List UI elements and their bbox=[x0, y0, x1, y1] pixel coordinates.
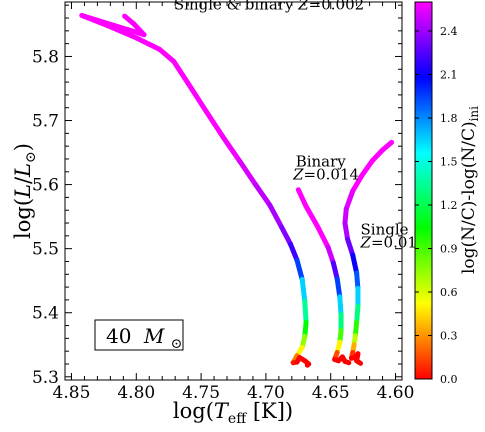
annotation-1: Binary bbox=[296, 153, 347, 171]
track-series bbox=[79, 12, 395, 368]
track-segment bbox=[334, 276, 343, 300]
track-segment bbox=[171, 59, 191, 86]
svg-text:40 M ⊙: 40 M ⊙ bbox=[106, 324, 182, 352]
y-tick-label: 5.7 bbox=[32, 112, 59, 132]
track-segment bbox=[337, 294, 344, 318]
y-tick-label: 5.3 bbox=[32, 368, 59, 388]
y-tick-label: 5.4 bbox=[32, 304, 59, 324]
colorbar-tick-label: 2.4 bbox=[440, 25, 458, 38]
annotation-4: Z=0.014 bbox=[360, 233, 427, 251]
track-segment bbox=[354, 270, 361, 291]
mass-unit: M bbox=[143, 324, 165, 348]
track-segment bbox=[359, 158, 375, 179]
track-segment bbox=[304, 361, 312, 368]
colorbar-tick-label: 0.6 bbox=[440, 286, 458, 299]
colorbar-tick-label: 0.0 bbox=[440, 373, 458, 386]
y-tick-label: 5.5 bbox=[32, 240, 59, 260]
x-tick-label: 4.75 bbox=[182, 383, 220, 403]
y-axis-ticks: 5.3 5.4 5.5 5.6 5.7 5.8 bbox=[32, 4, 402, 388]
track-segment bbox=[203, 109, 226, 140]
track-segment bbox=[185, 80, 209, 115]
x-tick-label: 4.85 bbox=[53, 383, 91, 403]
colorbar-tick-label: 0.3 bbox=[440, 330, 458, 343]
y-tick-label: 5.8 bbox=[32, 47, 59, 67]
track-segment bbox=[330, 260, 340, 282]
track-segment bbox=[157, 46, 177, 65]
mass-label-box: 40 M ⊙ bbox=[94, 319, 184, 352]
colorbar-ticks: 0.0 0.3 0.6 0.9 1.2 1.5 1.8 2.1 2.4 bbox=[415, 25, 458, 386]
track-segment bbox=[220, 134, 243, 165]
colorbar-tick-label: 1.8 bbox=[440, 112, 458, 125]
series-2 bbox=[342, 139, 395, 366]
annotation-3: Single bbox=[361, 221, 409, 239]
mass-value: 40 bbox=[106, 324, 131, 348]
colorbar-tick-label: 2.1 bbox=[440, 69, 458, 82]
x-tick-label: 4.60 bbox=[377, 383, 415, 403]
colorbar-tick-label: 1.5 bbox=[440, 156, 458, 169]
track-segment bbox=[354, 358, 364, 366]
track-segment bbox=[369, 147, 386, 164]
annotations: Single & binary Z=0.002BinaryZ=0.014Sing… bbox=[174, 0, 427, 251]
track-segment bbox=[105, 23, 139, 41]
track-segment bbox=[79, 12, 111, 29]
track-segment bbox=[302, 298, 309, 325]
track-segment bbox=[133, 35, 163, 52]
x-axis-ticks: 4.85 4.80 4.75 4.70 4.65 4.60 bbox=[53, 2, 415, 403]
annotation-0: Single & binary Z=0.002 bbox=[174, 0, 364, 14]
series-0 bbox=[79, 12, 312, 368]
track-segment bbox=[267, 202, 284, 230]
y-axis-label: log(L/L⊙) bbox=[11, 143, 39, 239]
track-segment bbox=[253, 182, 273, 208]
colorbar bbox=[414, 1, 433, 380]
track-segment bbox=[350, 252, 360, 276]
track-segment bbox=[288, 241, 300, 263]
y-tick-label: 5.6 bbox=[32, 176, 59, 196]
track-segment bbox=[342, 220, 351, 242]
track-segment bbox=[345, 236, 356, 258]
mass-unit-sub: ⊙ bbox=[171, 336, 183, 352]
track-segment bbox=[278, 224, 294, 247]
x-tick-label: 4.70 bbox=[247, 383, 285, 403]
x-axis-label: log(Teff [K]) bbox=[173, 399, 293, 427]
track-segment bbox=[303, 203, 321, 230]
plot-frame bbox=[64, 1, 403, 381]
x-tick-label: 4.65 bbox=[312, 383, 350, 403]
track-segment bbox=[325, 244, 336, 266]
track-segment bbox=[350, 173, 365, 194]
track-segment bbox=[237, 159, 259, 188]
colorbar-tick-label: 1.2 bbox=[440, 199, 458, 212]
track-segment bbox=[294, 257, 305, 282]
track-segment bbox=[343, 188, 356, 212]
colorbar-label: log(N/C)-log(N/C)ini bbox=[459, 106, 481, 274]
colorbar-tick-label: 0.9 bbox=[440, 243, 458, 256]
x-tick-label: 4.80 bbox=[117, 383, 155, 403]
track-segment bbox=[315, 224, 331, 250]
track-segment bbox=[295, 187, 309, 209]
track-segment bbox=[354, 303, 361, 325]
series-1 bbox=[295, 187, 352, 366]
track-segment bbox=[299, 276, 308, 304]
track-segment bbox=[342, 358, 352, 366]
annotation-2: Z=0.014 bbox=[292, 165, 359, 183]
